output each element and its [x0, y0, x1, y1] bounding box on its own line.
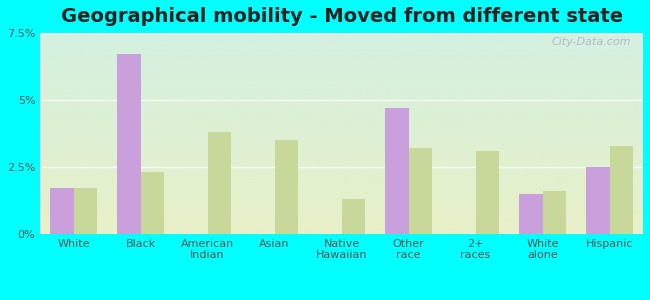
Bar [385, 108, 409, 234]
Bar [586, 167, 610, 234]
Bar [610, 146, 633, 234]
Bar [409, 148, 432, 234]
Bar [117, 55, 140, 234]
Bar [207, 132, 231, 234]
Bar [519, 194, 543, 234]
Bar [275, 140, 298, 234]
Bar [73, 188, 97, 234]
Title: Geographical mobility - Moved from different state: Geographical mobility - Moved from diffe… [60, 7, 623, 26]
Bar [543, 191, 566, 234]
Text: City-Data.com: City-Data.com [551, 37, 631, 47]
Bar [342, 199, 365, 234]
Bar [476, 151, 499, 234]
Bar [50, 188, 73, 234]
Legend: Homeacre-Lyndora, PA, Pennsylvania: Homeacre-Lyndora, PA, Pennsylvania [168, 297, 515, 300]
Bar [140, 172, 164, 234]
